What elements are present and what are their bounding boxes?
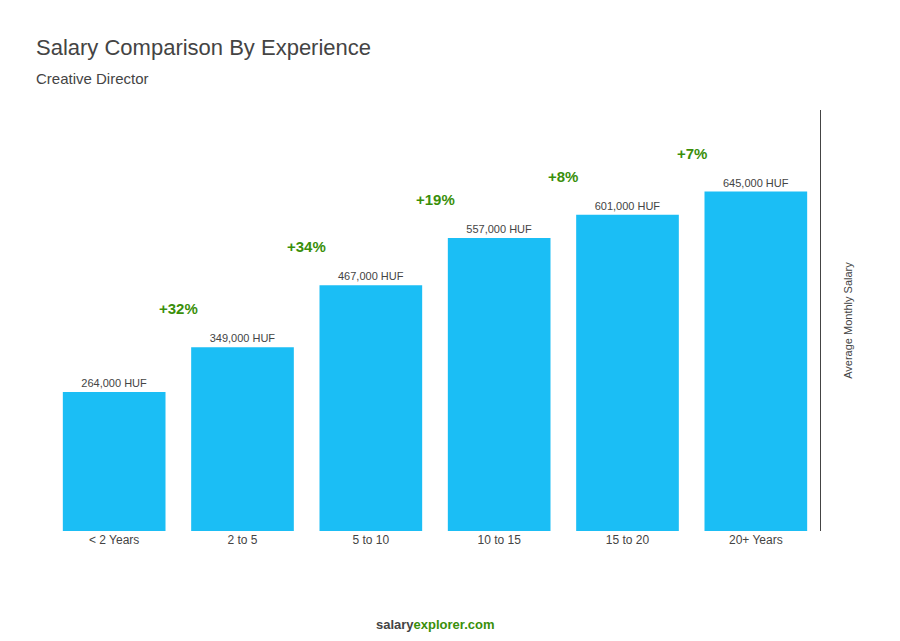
svg-text:+32%: +32%: [159, 300, 198, 317]
svg-text:601,000 HUF: 601,000 HUF: [595, 200, 661, 212]
svg-text:467,000 HUF: 467,000 HUF: [338, 270, 404, 282]
svg-text:+19%: +19%: [416, 191, 455, 208]
svg-text:+8%: +8%: [548, 168, 578, 185]
svg-text:5 to 10: 5 to 10: [352, 533, 389, 547]
svg-text:15 to 20: 15 to 20: [606, 533, 650, 547]
svg-text:10 to 15: 10 to 15: [477, 533, 521, 547]
svg-text:Salary Comparison By Experienc: Salary Comparison By Experience: [36, 35, 371, 60]
svg-text:+7%: +7%: [677, 145, 707, 162]
svg-text:20+ Years: 20+ Years: [729, 533, 783, 547]
svg-text:264,000 HUF: 264,000 HUF: [81, 377, 147, 389]
svg-text:salaryexplorer.com: salaryexplorer.com: [376, 617, 495, 632]
svg-text:Creative Director: Creative Director: [36, 70, 149, 87]
svg-text:+34%: +34%: [287, 238, 326, 255]
svg-text:2 to 5: 2 to 5: [227, 533, 257, 547]
svg-text:Average Monthly Salary: Average Monthly Salary: [842, 262, 854, 379]
svg-text:645,000 HUF: 645,000 HUF: [723, 177, 789, 189]
svg-text:557,000 HUF: 557,000 HUF: [466, 223, 532, 235]
svg-text:349,000 HUF: 349,000 HUF: [210, 332, 276, 344]
svg-text:< 2 Years: < 2 Years: [89, 533, 139, 547]
